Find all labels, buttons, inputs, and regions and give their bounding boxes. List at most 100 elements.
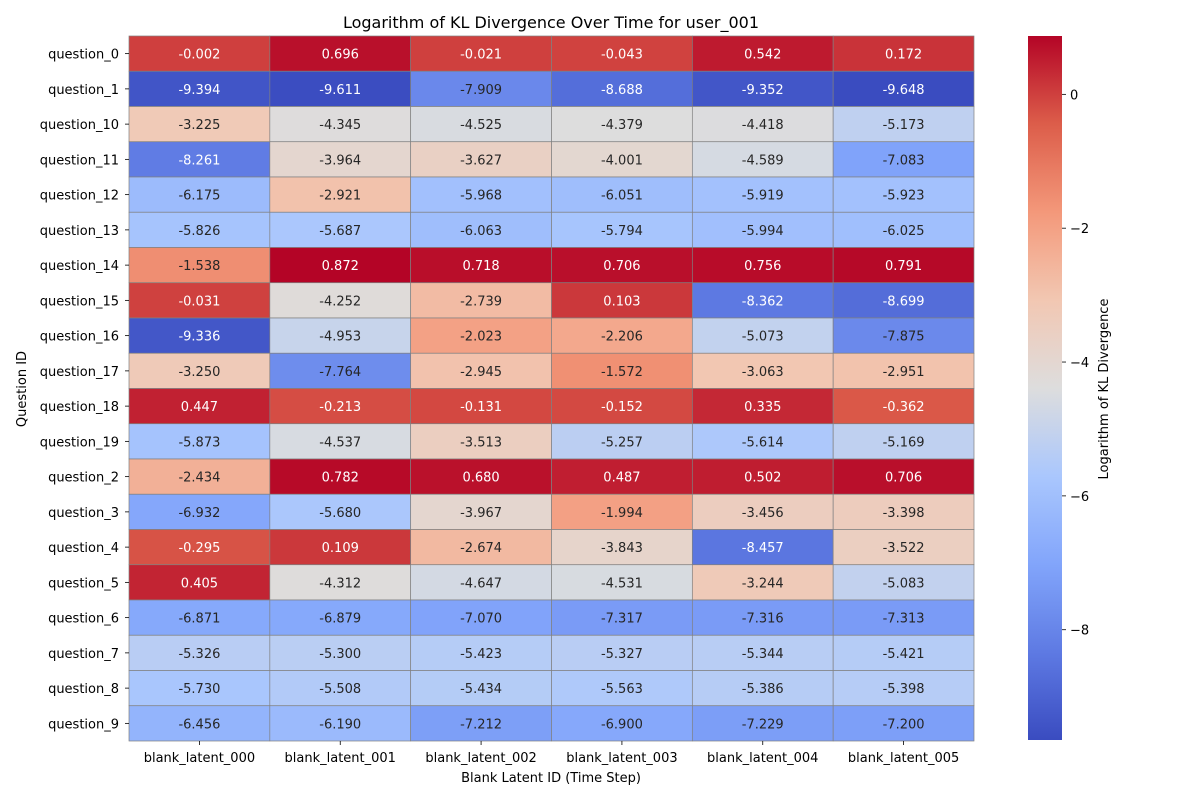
cell-value-label: -6.900 <box>601 717 643 732</box>
x-tick-label: blank_latent_002 <box>425 751 536 766</box>
heatmap-cell <box>128 141 271 178</box>
x-tick-label: blank_latent_004 <box>707 751 818 766</box>
x-axis-label: Blank Latent ID (Time Step) <box>461 771 641 786</box>
cell-value-label: -6.456 <box>178 717 220 732</box>
cell-value-label: -5.073 <box>742 330 784 345</box>
heatmap-cell <box>832 35 975 72</box>
cell-value-label: -6.879 <box>319 612 361 627</box>
heatmap-cell <box>551 458 693 495</box>
heatmap-cell <box>269 423 412 460</box>
cell-value-label: -9.394 <box>178 83 220 98</box>
cell-value-label: -3.513 <box>460 435 502 450</box>
cell-value-label: -2.921 <box>319 189 361 204</box>
cell-value-label: -3.244 <box>742 576 784 591</box>
heatmap-cell <box>551 106 693 143</box>
cell-value-label: 0.109 <box>322 541 359 556</box>
heatmap-cell <box>832 141 975 178</box>
y-tick-label: question_17 <box>40 365 119 380</box>
cell-value-label: -4.531 <box>601 576 643 591</box>
cell-value-label: -9.352 <box>742 83 784 98</box>
cell-value-label: -5.923 <box>883 189 925 204</box>
cell-value-label: -4.418 <box>742 118 784 133</box>
y-tick-label: question_14 <box>40 259 119 274</box>
cell-value-label: -5.326 <box>178 647 220 662</box>
cell-value-label: -7.200 <box>883 717 925 732</box>
colorbar-tick-label: 0 <box>1070 88 1078 103</box>
cell-value-label: -5.300 <box>319 647 361 662</box>
heatmap-cell <box>269 141 412 178</box>
cell-value-label: -8.362 <box>742 294 784 309</box>
cell-value-label: -7.070 <box>460 612 502 627</box>
cell-value-label: -3.522 <box>883 541 925 556</box>
cell-value-label: -7.083 <box>883 153 925 168</box>
cell-value-label: -2.674 <box>460 541 502 556</box>
cell-value-label: -3.225 <box>178 118 220 133</box>
cell-value-label: -5.680 <box>319 506 361 521</box>
cell-value-label: -3.456 <box>742 506 784 521</box>
cell-value-label: -3.843 <box>601 541 643 556</box>
cell-value-label: -5.563 <box>601 682 643 697</box>
colorbar-tick-label: −2 <box>1070 222 1089 237</box>
cell-value-label: -2.023 <box>460 330 502 345</box>
cell-value-label: -3.398 <box>883 506 925 521</box>
heatmap-cell <box>691 564 834 601</box>
heatmap-cell <box>691 458 834 495</box>
cell-value-label: 0.502 <box>744 471 781 486</box>
cell-value-label: -5.173 <box>883 118 925 133</box>
heatmap-cell <box>128 35 271 72</box>
cell-value-label: -8.688 <box>601 83 643 98</box>
cell-value-label: -7.317 <box>601 612 643 627</box>
cell-value-label: -3.964 <box>319 153 361 168</box>
cell-value-label: -2.434 <box>178 471 220 486</box>
heatmap-cell <box>551 247 693 284</box>
heatmap-cell <box>832 388 975 425</box>
heatmap-cell <box>128 247 271 284</box>
heatmap-cell <box>691 176 834 213</box>
heatmap-cell <box>269 70 412 107</box>
x-tick-label: blank_latent_005 <box>848 751 959 766</box>
cell-value-label: -0.131 <box>460 400 502 415</box>
heatmap-cell <box>128 634 271 671</box>
cell-value-label: -5.614 <box>742 435 784 450</box>
cell-value-label: -0.002 <box>178 48 220 63</box>
cell-value-label: -5.398 <box>883 682 925 697</box>
cell-value-label: -5.994 <box>742 224 784 239</box>
heatmap-cell <box>832 423 975 460</box>
cell-value-label: 0.335 <box>744 400 781 415</box>
heatmap-cell <box>551 141 693 178</box>
cell-value-label: -0.043 <box>601 48 643 63</box>
heatmap-cell <box>128 282 271 319</box>
heatmap-cell <box>269 458 412 495</box>
cell-value-label: 0.696 <box>322 48 359 63</box>
cell-value-label: -0.295 <box>178 541 220 556</box>
heatmap-cells: -0.002 0.696 -0.021 -0.043 0.542 0.172 -9.394 -… <box>128 35 975 742</box>
cell-value-label: -9.611 <box>319 83 361 98</box>
cell-value-label: -7.313 <box>883 612 925 627</box>
cell-value-label: -6.175 <box>178 189 220 204</box>
y-tick-label: question_1 <box>48 83 119 98</box>
heatmap-cell <box>691 670 834 707</box>
cell-value-label: -8.261 <box>178 153 220 168</box>
heatmap-cell <box>832 70 975 107</box>
y-tick-labels: question_0 question_1 question_10 question_… <box>40 48 129 732</box>
cell-value-label: -6.932 <box>178 506 220 521</box>
heatmap-cell <box>832 247 975 284</box>
y-tick-label: question_9 <box>48 717 119 732</box>
heatmap-cell <box>551 388 693 425</box>
cell-value-label: 0.718 <box>462 259 499 274</box>
x-tick-label: blank_latent_000 <box>144 751 255 766</box>
heatmap-cell <box>128 423 271 460</box>
heatmap-cell <box>269 599 412 636</box>
cell-value-label: 0.447 <box>181 400 218 415</box>
cell-value-label: -4.589 <box>742 153 784 168</box>
cell-value-label: -2.945 <box>460 365 502 380</box>
cell-value-label: -1.994 <box>601 506 643 521</box>
heatmap-cell <box>269 352 412 389</box>
cell-value-label: 0.706 <box>885 471 922 486</box>
cell-value-label: -0.031 <box>178 294 220 309</box>
y-tick-label: question_12 <box>40 189 119 204</box>
cell-value-label: -2.206 <box>601 330 643 345</box>
cell-value-label: -5.423 <box>460 647 502 662</box>
cell-value-label: 0.542 <box>744 48 781 63</box>
